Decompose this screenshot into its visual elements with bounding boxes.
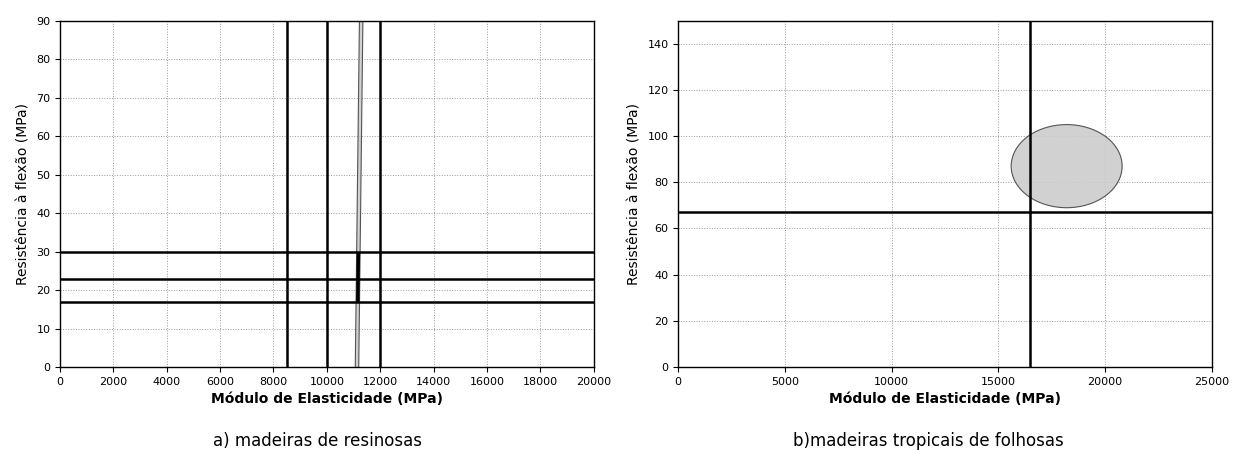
Ellipse shape [1012, 125, 1123, 208]
Y-axis label: Resistência à flexão (MPa): Resistência à flexão (MPa) [16, 103, 31, 285]
Text: b)madeiras tropicais de folhosas: b)madeiras tropicais de folhosas [792, 432, 1064, 450]
X-axis label: Módulo de Elasticidade (MPa): Módulo de Elasticidade (MPa) [829, 392, 1062, 406]
Y-axis label: Resistência à flexão (MPa): Resistência à flexão (MPa) [628, 103, 642, 285]
Text: a) madeiras de resinosas: a) madeiras de resinosas [213, 432, 422, 450]
X-axis label: Módulo de Elasticidade (MPa): Módulo de Elasticidade (MPa) [211, 392, 442, 406]
Ellipse shape [221, 0, 497, 450]
Ellipse shape [221, 0, 497, 450]
Ellipse shape [1012, 125, 1123, 208]
